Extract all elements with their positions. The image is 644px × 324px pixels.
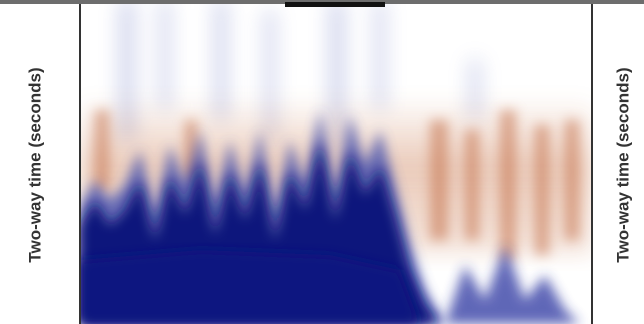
streak	[565, 120, 579, 240]
streak	[430, 120, 448, 240]
streak	[465, 130, 479, 240]
streak	[375, 0, 385, 110]
right-axis-label: Two-way time (seconds)	[613, 67, 632, 262]
streak	[500, 110, 516, 260]
streak	[535, 125, 549, 255]
figure: Two-way time (seconds) Two-way time (sec…	[0, 0, 644, 324]
streak	[160, 0, 170, 110]
seismic-section	[80, 0, 592, 324]
streak	[95, 110, 109, 190]
scale-bar	[285, 2, 385, 7]
left-axis-label: Two-way time (seconds)	[25, 67, 44, 262]
page: Two-way time (seconds) Two-way time (sec…	[0, 0, 644, 324]
